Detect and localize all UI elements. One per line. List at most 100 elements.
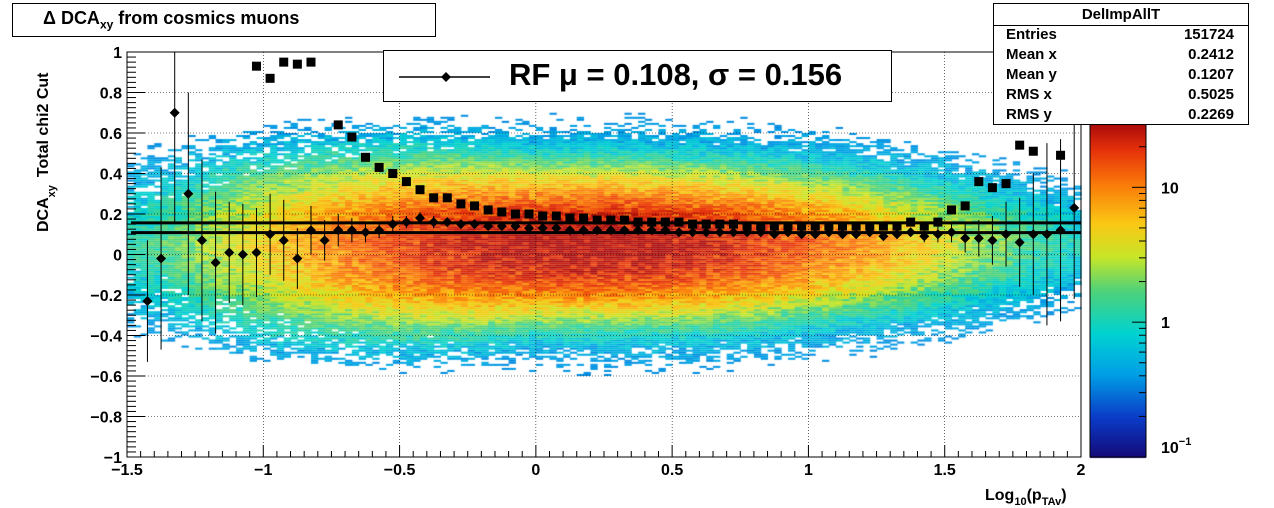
mean-point: [987, 235, 998, 246]
title-box: Δ DCAxy from cosmics muons: [12, 3, 436, 37]
mean-point: [810, 229, 821, 240]
sigma-point: [715, 219, 725, 229]
mean-point: [919, 231, 930, 242]
mean-point: [755, 227, 766, 238]
stats-row: Mean x 0.2412: [994, 45, 1248, 65]
stats-row: Entries 151724: [994, 25, 1248, 45]
mean-point: [537, 223, 548, 234]
sigma-point: [483, 205, 493, 215]
y-tick-label: −0.4: [90, 329, 122, 346]
mean-point: [796, 229, 807, 240]
sigma-point: [361, 152, 370, 162]
mean-point: [469, 219, 480, 230]
sigma-point: [960, 201, 970, 211]
sigma-point: [619, 215, 629, 225]
sigma-point: [892, 221, 902, 231]
mean-point: [864, 227, 875, 238]
stats-row-value: 0.1207: [1188, 66, 1234, 83]
mean-point: [210, 257, 221, 268]
mean-point: [455, 219, 466, 230]
sigma-point: [442, 193, 452, 203]
mean-point: [265, 229, 276, 240]
sigma-point: [647, 217, 657, 227]
sigma-point: [333, 120, 343, 130]
mean-point: [442, 217, 453, 228]
mean-point: [646, 225, 657, 236]
sigma-point: [810, 221, 820, 231]
stats-row-value: 0.2412: [1188, 46, 1234, 63]
sigma-point: [797, 221, 807, 231]
y-tick-label: 0: [113, 248, 122, 265]
sigma-point: [769, 221, 779, 231]
mean-point: [483, 221, 494, 232]
mean-point: [892, 229, 903, 240]
sigma-point: [824, 221, 834, 231]
sigma-point: [701, 219, 711, 229]
y-tick-label: −0.6: [90, 369, 122, 386]
mean-point: [387, 219, 398, 230]
sigma-point: [388, 169, 398, 178]
mean-point: [769, 229, 780, 240]
stats-row: RMS x 0.5025: [994, 85, 1248, 105]
stats-row-label: Mean y: [1006, 66, 1057, 83]
mean-point: [1001, 229, 1012, 240]
stats-row-value: 0.5025: [1188, 86, 1234, 103]
sigma-point: [633, 217, 643, 227]
sigma-point: [524, 209, 534, 219]
mean-point: [169, 107, 180, 118]
sigma-point: [565, 213, 575, 223]
sigma-point: [742, 221, 752, 231]
y-tick-label: 0.6: [100, 126, 122, 143]
sigma-point: [374, 162, 384, 172]
mean-point: [346, 225, 357, 236]
sigma-point: [538, 211, 548, 221]
mean-point: [714, 227, 725, 238]
mean-point: [660, 225, 671, 236]
legend-text: RF μ = 0.108, σ = 0.156: [509, 57, 843, 92]
mean-point: [1014, 237, 1025, 248]
mean-point: [415, 213, 426, 224]
mean-point: [782, 227, 793, 238]
stats-row: Mean y 0.1207: [994, 65, 1248, 85]
sigma-point: [947, 205, 957, 215]
x-tick-label: −1: [254, 462, 272, 479]
stats-row-value: 0.2269: [1188, 106, 1234, 123]
x-tick-label: −0.5: [384, 462, 416, 479]
mean-point: [1028, 229, 1039, 240]
sigma-point: [974, 177, 984, 187]
sigma-point: [1015, 140, 1025, 150]
mean-point: [823, 227, 834, 238]
sigma-point: [456, 199, 466, 209]
sigma-point: [279, 57, 289, 67]
mean-point: [1069, 202, 1080, 213]
mean-point: [551, 223, 562, 234]
mean-point: [673, 227, 684, 238]
sigma-point: [415, 185, 425, 195]
sigma-point: [660, 217, 670, 227]
mean-point: [973, 233, 984, 244]
mean-point: [510, 221, 521, 232]
x-tick-label: 0.5: [661, 462, 683, 479]
sigma-point: [688, 219, 698, 229]
sigma-point: [592, 215, 602, 225]
sigma-point: [510, 209, 520, 219]
sigma-point: [429, 193, 439, 203]
sigma-point: [728, 219, 738, 229]
mean-point: [374, 225, 385, 236]
x-tick-label: 0: [531, 462, 540, 479]
y-tick-label: 0.4: [100, 167, 122, 184]
mean-point: [142, 296, 153, 307]
x-tick-label: 1: [804, 462, 813, 479]
mean-point: [905, 227, 916, 238]
sigma-point: [470, 201, 480, 211]
z-scale-frame: [1089, 122, 1147, 458]
mean-point: [592, 225, 603, 236]
sigma-point: [306, 57, 316, 67]
mean-point: [428, 217, 439, 228]
y-tick-label: 0.8: [100, 86, 122, 103]
stats-box: DelImpAllT Entries 151724 Mean x 0.2412 Mean…: [993, 3, 1249, 125]
y-axis-label: DCAxyTotal chi2 Cut: [35, 72, 58, 232]
z-tick-label: 10: [1161, 180, 1179, 197]
x-tick-label: 2: [1077, 462, 1086, 479]
mean-point: [319, 235, 330, 246]
